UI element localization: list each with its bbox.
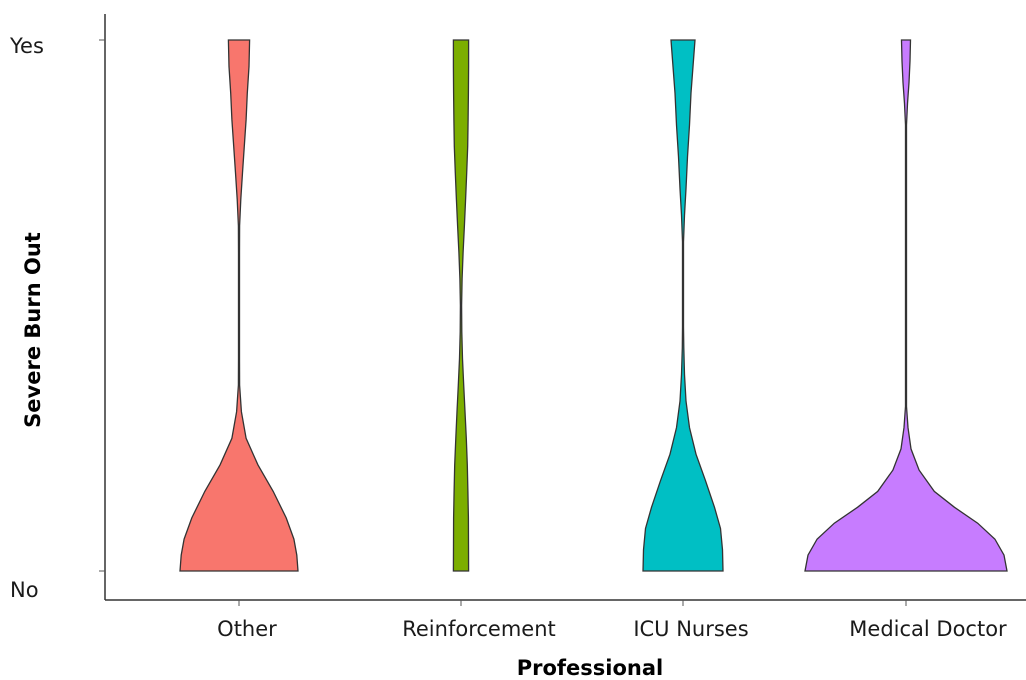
violin-other bbox=[179, 39, 299, 572]
x-tick-label-icu-nurses: ICU Nurses bbox=[633, 617, 748, 641]
violin-medical-doctor bbox=[804, 39, 1008, 572]
x-tick-label-other: Other bbox=[217, 617, 277, 641]
x-tick-label-medical-doctor: Medical Doctor bbox=[849, 617, 1007, 641]
violins-layer bbox=[179, 39, 1008, 572]
violin-reinforcement bbox=[452, 39, 470, 572]
x-axis-title: Professional bbox=[517, 656, 664, 680]
y-ticks: No Yes bbox=[9, 34, 105, 602]
x-ticks: Other Reinforcement ICU Nurses Medical Doct… bbox=[217, 600, 1007, 641]
x-tick-label-reinforcement: Reinforcement bbox=[402, 617, 556, 641]
y-tick-label-no: No bbox=[10, 578, 39, 602]
y-tick-label-yes: Yes bbox=[9, 34, 44, 58]
y-axis-title: Severe Burn Out bbox=[21, 232, 45, 428]
violin-icu-nurses bbox=[642, 39, 724, 572]
axes bbox=[104, 14, 1026, 601]
